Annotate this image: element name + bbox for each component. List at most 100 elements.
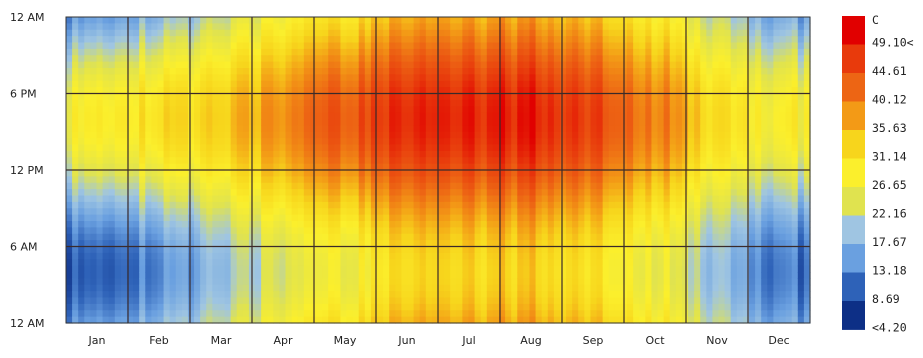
heatmap-cell [328,36,335,44]
heatmap-cell [389,214,396,222]
heatmap-cell [688,278,695,286]
heatmap-cell [651,310,659,318]
heatmap-cell [139,291,146,299]
heatmap-cell [181,252,189,260]
heatmap-cell [608,29,616,37]
heatmap-cell [194,272,201,279]
heatmap-cell [547,176,555,184]
heatmap-cell [462,252,470,260]
heatmap-cell [438,259,445,267]
heatmap-cell [291,112,299,120]
heatmap-cell [645,310,653,318]
heatmap-cell [681,93,689,101]
heatmap-cell [547,157,555,165]
heatmap-cell [608,195,616,203]
heatmap-cell [651,278,659,286]
heatmap-cell [133,163,140,171]
heatmap-cell [444,125,451,133]
heatmap-cell [194,61,201,69]
heatmap-cell [114,48,122,56]
heatmap-cell [163,125,171,133]
heatmap-cell [206,221,213,228]
heatmap-cell [517,221,524,228]
heatmap-cell [498,157,506,165]
heatmap-cell [297,259,305,267]
heatmap-cell [614,131,622,139]
heatmap-cell [328,99,335,107]
heatmap-cell [456,208,463,216]
heatmap-cell [688,233,695,241]
heatmap-cell [181,112,189,120]
heatmap-cell [438,272,445,279]
heatmap-cell [169,150,177,158]
heatmap-cell [212,29,220,37]
heatmap-cell [163,176,171,184]
heatmap-cell [438,297,445,305]
heatmap-cell [72,106,79,114]
heatmap-cell [681,316,689,324]
heatmap-cell [340,189,348,197]
heatmap-cell [450,144,457,152]
heatmap-cell [480,125,488,133]
heatmap-cell [572,106,579,114]
heatmap-cell [297,278,305,286]
heatmap-cell [169,80,177,88]
heatmap-cell [535,80,543,88]
heatmap-cell [334,240,342,248]
heatmap-cell [639,208,646,216]
heatmap-cell [230,227,238,235]
heatmap-cell [187,23,195,31]
heatmap-cell [218,99,226,107]
heatmap-cell [90,297,98,305]
heatmap-cell [261,36,268,44]
heatmap-cell [267,214,274,222]
heatmap-cell [498,144,506,152]
heatmap-cell [297,176,305,184]
heatmap-cell [175,125,183,133]
heatmap-cell [480,74,488,82]
heatmap-cell [297,150,305,158]
heatmap-cell [175,214,183,222]
heatmap-cell [389,208,396,216]
heatmap-cell [334,138,342,146]
heatmap-cell [120,189,128,197]
heatmap-cell [383,297,390,305]
heatmap-cell [535,201,543,209]
heatmap-cell [145,150,152,158]
heatmap-cell [590,144,598,152]
heatmap-cell [175,176,183,184]
heatmap-cell [590,284,598,292]
heatmap-cell [444,214,451,222]
heatmap-cell [255,61,262,69]
heatmap-cell [663,150,671,158]
heatmap-cell [431,55,439,63]
heatmap-cell [444,157,451,165]
heatmap-cell [340,221,348,228]
heatmap-cell [90,265,98,273]
heatmap-cell [541,291,549,299]
heatmap-cell [230,125,238,133]
heatmap-cell [675,138,683,146]
heatmap-cell [96,23,104,31]
heatmap-cell [431,68,439,75]
heatmap-cell [578,61,585,69]
heatmap-cell [407,278,415,286]
heatmap-cell [273,68,281,75]
heatmap-cell [559,29,567,37]
heatmap-cell [681,99,689,107]
heatmap-cell [224,87,232,95]
heatmap-cell [657,170,665,177]
heatmap-cell [145,42,152,50]
heatmap-cell [236,221,244,228]
heatmap-cell [114,227,122,235]
heatmap-cell [102,316,110,324]
heatmap-cell [206,316,213,324]
heatmap-cell [401,272,409,279]
heatmap-cell [364,112,372,120]
heatmap-cell [322,55,329,63]
heatmap-cell [346,182,354,190]
heatmap-cell [498,36,506,44]
heatmap-cell [529,55,537,63]
heatmap-cell [596,227,604,235]
heatmap-cell [547,138,555,146]
